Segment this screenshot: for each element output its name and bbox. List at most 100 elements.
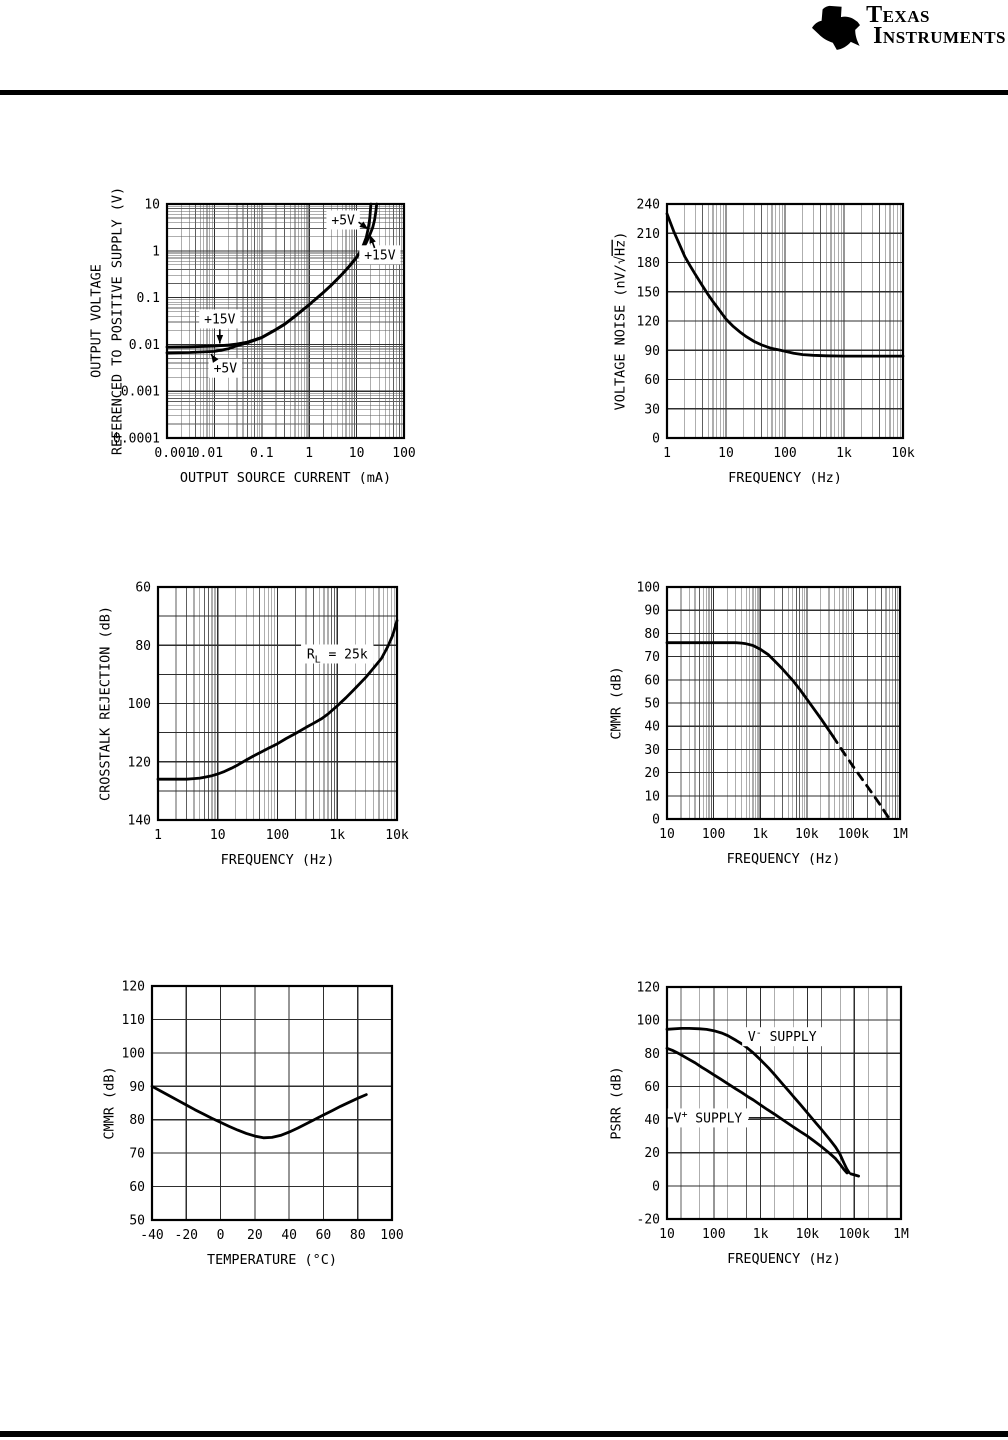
ti-logo: ti Texas Instruments [812,3,1006,50]
x-tick-label: 1 [154,828,162,843]
x-tick-label: 100k [839,1227,870,1242]
y-tick-label: 120 [122,980,145,995]
x-tick-label: 100 [773,446,796,461]
plot-frame [150,984,394,1222]
axis-tick-labels: 1 10 100 1k 10k 0 30 60 90 120 150 180 210 240 [637,198,915,462]
y-tick-label: 110 [122,1013,145,1028]
svg-text:+5V: +5V [214,362,238,377]
grid [666,203,904,439]
annotation: RL = 25k [301,644,374,665]
y-tick-label: 100 [122,1046,145,1061]
plot-frame [665,585,902,821]
y-tick-label: 0 [652,813,660,828]
y-tick-label: 20 [644,766,660,781]
x-tick-label: 80 [350,1228,366,1243]
y-tick-label: 0.0001 [113,432,160,447]
x-tick-label: 1k [329,828,345,843]
svg-text:V- SUPPLY: V- SUPPLY [748,1028,817,1045]
y-axis-title: REFERENCED TO POSITIVE SUPPLY (V) [110,187,126,455]
footer-rule [0,1431,1008,1437]
grid [157,586,398,821]
y-tick-label: 60 [135,581,151,596]
y-tick-label: 120 [637,315,660,330]
series-v-minus-supply [665,1027,851,1174]
y-tick-label: 10 [144,198,160,213]
x-tick-label: 10k [385,828,409,843]
x-tick-label: 10 [659,827,675,842]
x-tick-label: 10k [796,1227,820,1242]
series-v-plus-supply [665,1046,849,1175]
series-cmmr [665,641,835,738]
header-rule [0,90,1008,95]
y-tick-label: 70 [644,650,660,665]
y-tick-label: 0 [652,1179,660,1194]
chart-psrr-vs-frequency: 10 100 1k 10k 100k 1M -20 0 20 40 60 80 100 120 FREQUE… [609,981,909,1268]
x-tick-label: 40 [281,1228,297,1243]
y-axis-title: CMMR (dB) [102,1066,118,1139]
svg-text:RL = 25k: RL = 25k [307,647,368,665]
y-tick-label: 0 [652,432,660,447]
brand-wordmark: Texas Instruments [866,3,1006,49]
y-axis-title: CROSSTALK REJECTION (dB) [98,606,114,801]
y-tick-label: 20 [644,1146,660,1161]
x-tick-label: 1M [893,1227,909,1242]
y-tick-label: 60 [644,1080,660,1095]
brand-texas: Texas [866,2,930,28]
x-tick-label: 1 [305,446,313,461]
y-tick-label: 60 [644,673,660,688]
grid [666,586,901,820]
x-tick-label: 0.1 [250,446,273,461]
x-tick-label: 100 [392,446,415,461]
y-tick-label: -20 [637,1213,660,1228]
x-axis-title: TEMPERATURE (°C) [207,1252,337,1268]
y-tick-label: 0.1 [137,291,160,306]
y-tick-label: 50 [129,1214,145,1229]
y-axis-title: OUTPUT VOLTAGE [89,264,105,378]
x-tick-label: 1k [753,1227,769,1242]
y-axis-title: VOLTAGE NOISE (nV/√Hz) [613,232,629,411]
y-tick-label: 10 [644,789,660,804]
y-tick-label: 1 [152,244,160,259]
y-tick-label: 80 [644,627,660,642]
x-tick-label: 60 [316,1228,332,1243]
y-tick-label: 30 [644,402,660,417]
y-tick-label: 180 [637,256,660,271]
x-tick-label: -20 [175,1228,198,1243]
y-tick-label: 100 [637,581,660,596]
y-tick-label: 30 [644,743,660,758]
x-tick-label: 1M [892,827,908,842]
y-tick-label: 50 [644,697,660,712]
x-axis-title: OUTPUT SOURCE CURRENT (mA) [180,470,391,486]
x-tick-label: 10 [659,1227,675,1242]
y-tick-label: 0.001 [121,385,160,400]
y-tick-label: 140 [128,814,151,829]
series-+5V [165,202,373,355]
grid [666,986,902,1220]
x-tick-label: 10 [718,446,734,461]
svg-text:ti: ti [823,13,844,42]
x-tick-label: 0.01 [192,446,223,461]
x-tick-label: 1k [836,446,852,461]
svg-text:+5V: +5V [331,214,355,229]
plot-frame [665,985,903,1221]
x-tick-label: 10 [349,446,365,461]
y-tick-label: 100 [637,1014,660,1029]
series-cmmr-temp [150,1084,368,1140]
chart-crosstalk-rejection-vs-frequency: 1 10 100 1k 10k 60 80 100 120 140 FREQUENCY (Hz) CR… [98,581,409,869]
annotation: V- SUPPLY [742,1027,823,1047]
x-tick-label: 10k [795,827,819,842]
x-tick-label: 10k [891,446,915,461]
x-tick-label: 10 [210,828,226,843]
svg-text:+15V: +15V [364,248,395,263]
y-tick-label: 120 [128,755,151,770]
y-axis-title: CMMR (dB) [609,666,625,739]
y-axis-title: PSRR (dB) [609,1066,625,1139]
brand-instruments: Instruments [873,23,1006,50]
x-tick-label: 0.001 [154,446,193,461]
chart-voltage-noise-vs-frequency: 1 10 100 1k 10k 0 30 60 90 120 150 180 210 240 FREQUEN… [613,198,915,487]
y-tick-label: 60 [129,1180,145,1195]
